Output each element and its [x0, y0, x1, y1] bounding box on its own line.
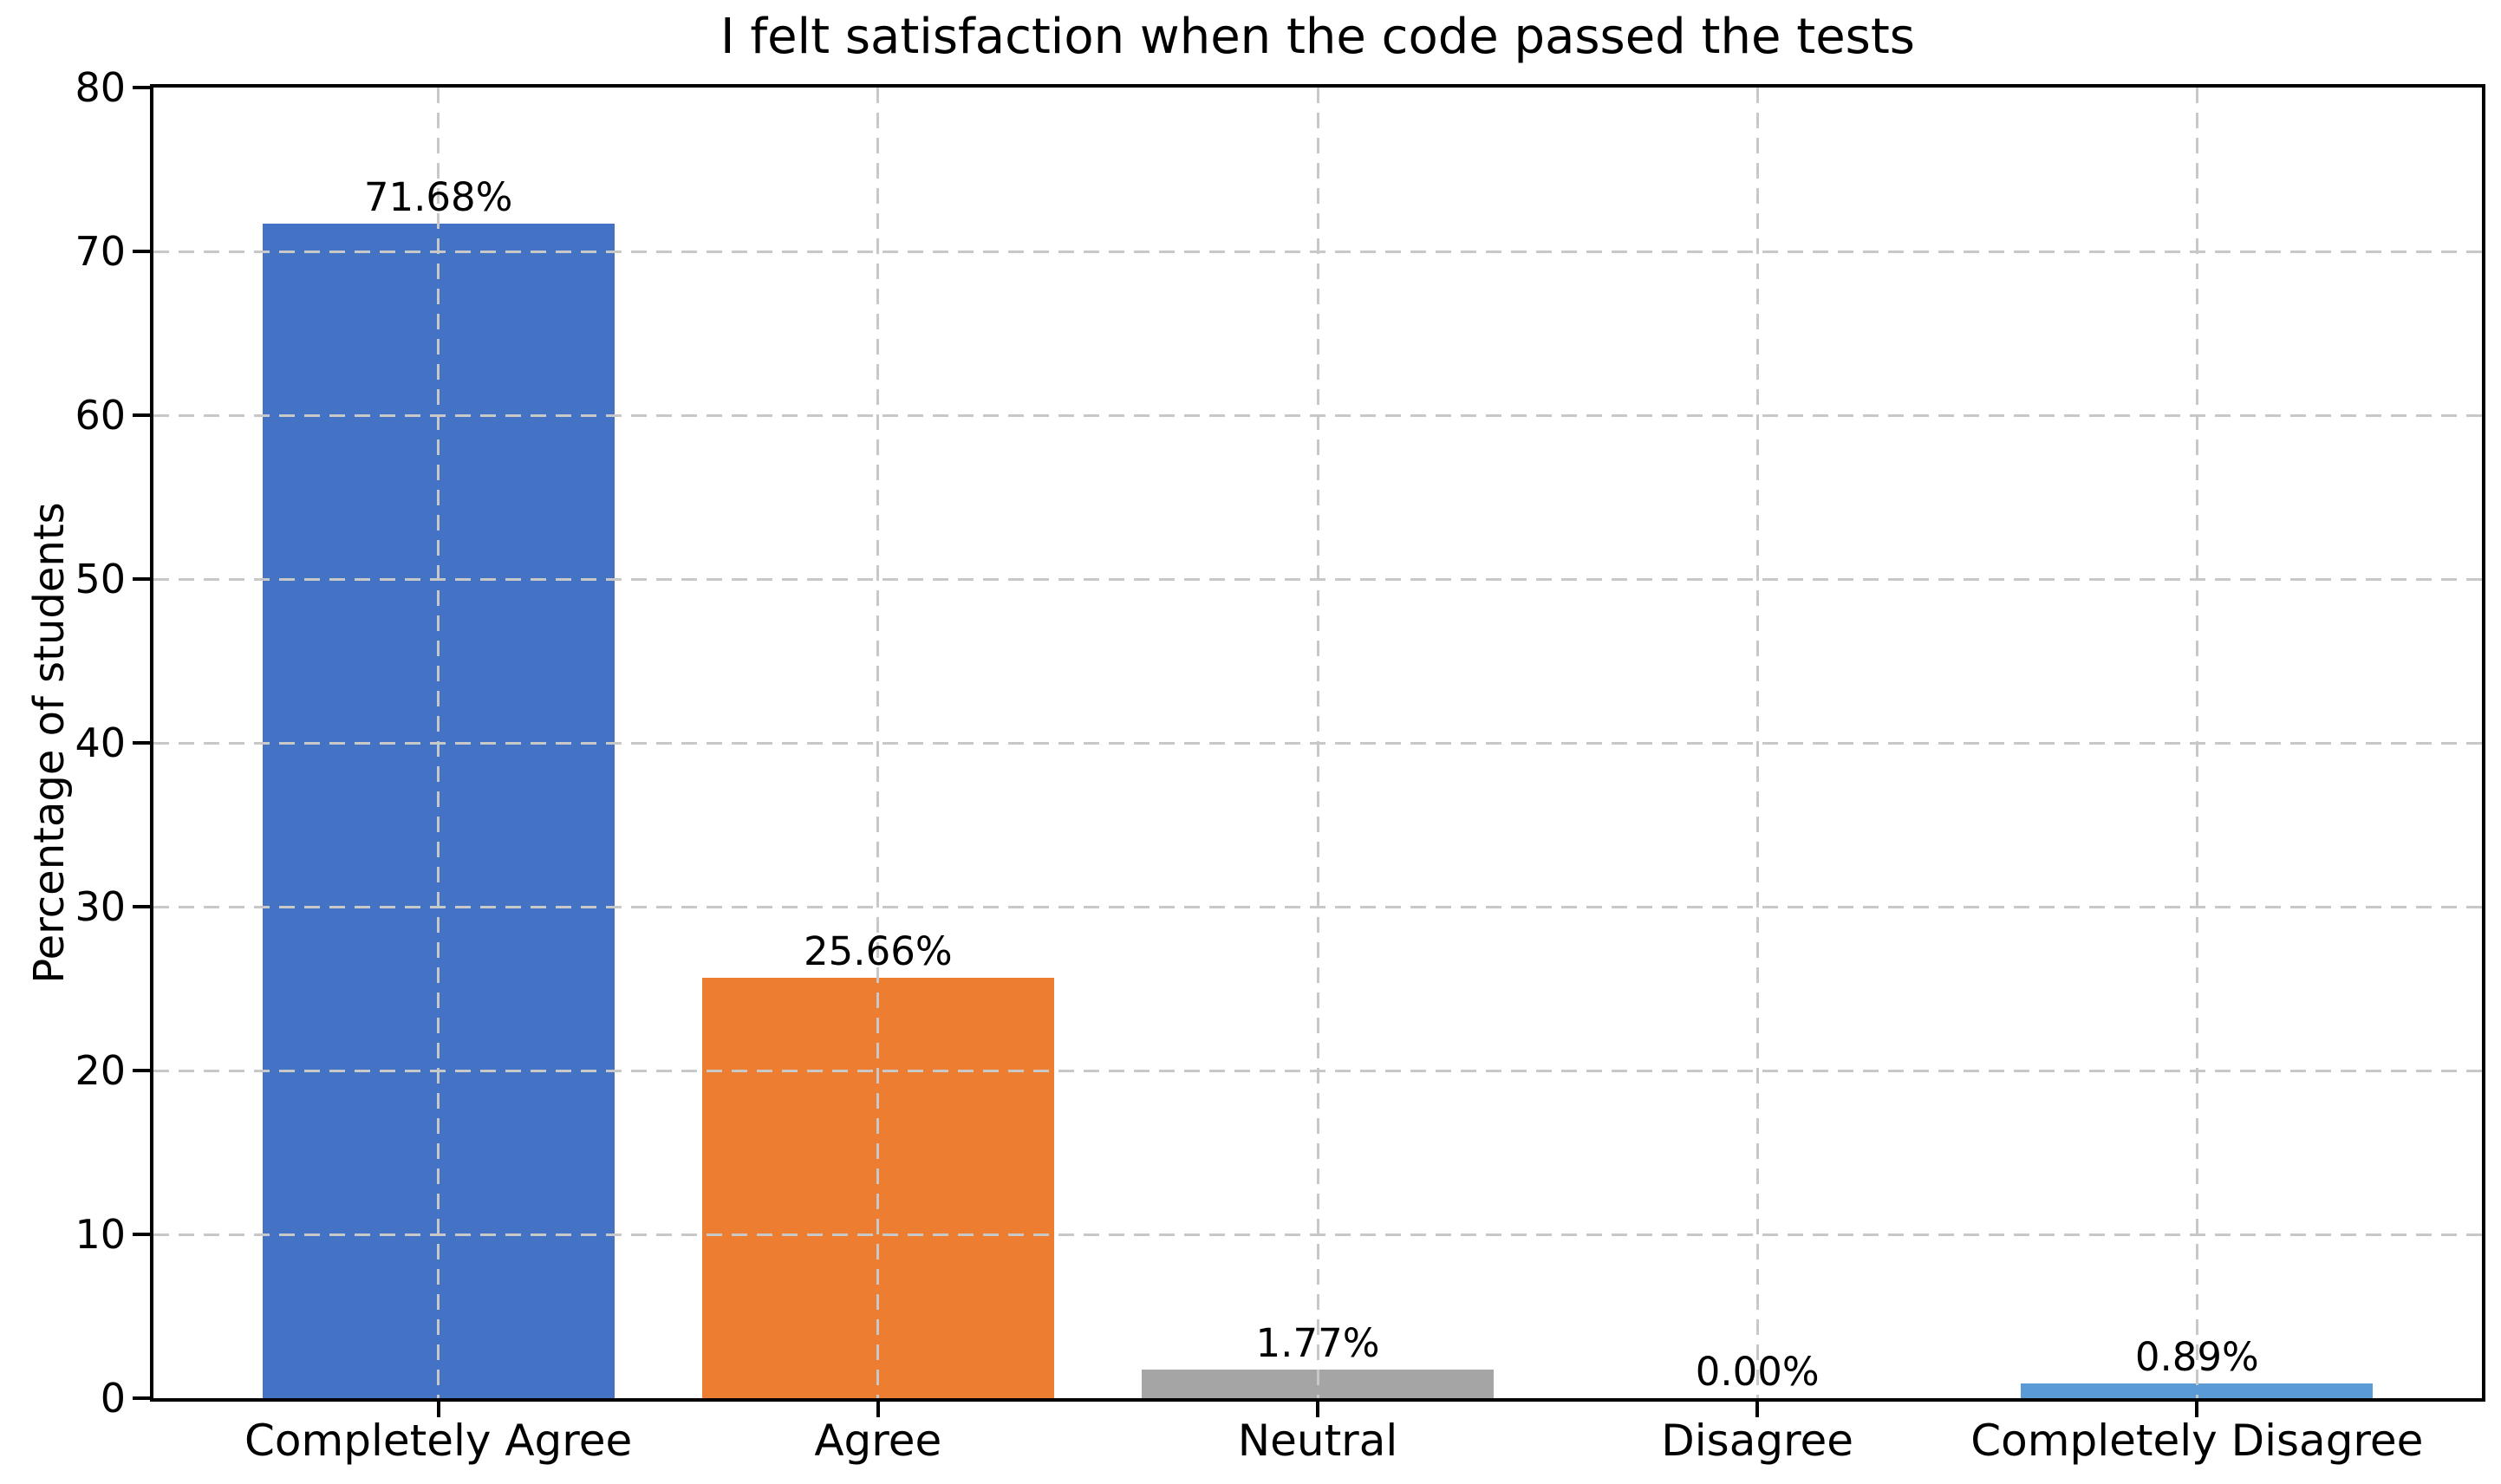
- y-tick-mark-10: [133, 1233, 150, 1236]
- y-tick-label-80: 80: [75, 64, 126, 111]
- y-tick-mark-80: [133, 86, 150, 89]
- x-tick-mark-completely-disagree: [2195, 1402, 2199, 1417]
- y-tick-mark-0: [133, 1396, 150, 1400]
- x-tick-mark-neutral: [1316, 1402, 1319, 1417]
- y-tick-label-60: 60: [75, 392, 126, 439]
- y-tick-label-50: 50: [75, 556, 126, 602]
- bar-value-label-disagree: 0.00%: [1695, 1349, 1820, 1395]
- chart-title: I felt satisfaction when the code passed…: [720, 9, 1915, 65]
- v-gridline-neutral: [1316, 88, 1319, 1398]
- y-tick-mark-70: [133, 250, 150, 253]
- y-tick-mark-40: [133, 741, 150, 745]
- bar-value-label-completely-agree: 71.68%: [363, 174, 513, 221]
- x-tick-label-agree: Agree: [814, 1416, 942, 1466]
- bar-completely-disagree: [2021, 1383, 2374, 1398]
- y-tick-label-70: 70: [75, 228, 126, 275]
- y-tick-label-10: 10: [75, 1211, 126, 1258]
- bar-value-label-completely-disagree: 0.89%: [2134, 1334, 2259, 1381]
- y-tick-label-40: 40: [75, 719, 126, 766]
- x-tick-label-neutral: Neutral: [1237, 1416, 1398, 1466]
- bar-completely-agree: [262, 224, 615, 1398]
- y-tick-label-0: 0: [100, 1375, 126, 1422]
- x-tick-mark-agree: [876, 1402, 880, 1417]
- x-tick-label-completely-agree: Completely Agree: [244, 1416, 633, 1466]
- y-tick-label-20: 20: [75, 1047, 126, 1094]
- x-tick-mark-disagree: [1755, 1402, 1760, 1417]
- y-tick-mark-20: [133, 1069, 150, 1072]
- bar-value-label-neutral: 1.77%: [1255, 1319, 1380, 1366]
- y-tick-mark-50: [133, 577, 150, 581]
- y-tick-label-30: 30: [75, 883, 126, 930]
- v-gridline-completely-disagree: [2195, 88, 2198, 1398]
- bar-agree: [701, 978, 1054, 1398]
- v-gridline-disagree: [1755, 88, 1759, 1398]
- bar-value-label-agree: 25.66%: [804, 928, 953, 975]
- y-tick-mark-30: [133, 905, 150, 908]
- y-tick-mark-60: [133, 413, 150, 417]
- plot-area: 71.68% 25.66% 1.77% 0.00% 0.89%: [150, 84, 2485, 1402]
- bar-neutral: [1142, 1369, 1494, 1398]
- x-tick-label-completely-disagree: Completely Disagree: [1970, 1416, 2424, 1466]
- x-tick-label-disagree: Disagree: [1661, 1416, 1854, 1466]
- x-tick-mark-completely-agree: [436, 1402, 440, 1417]
